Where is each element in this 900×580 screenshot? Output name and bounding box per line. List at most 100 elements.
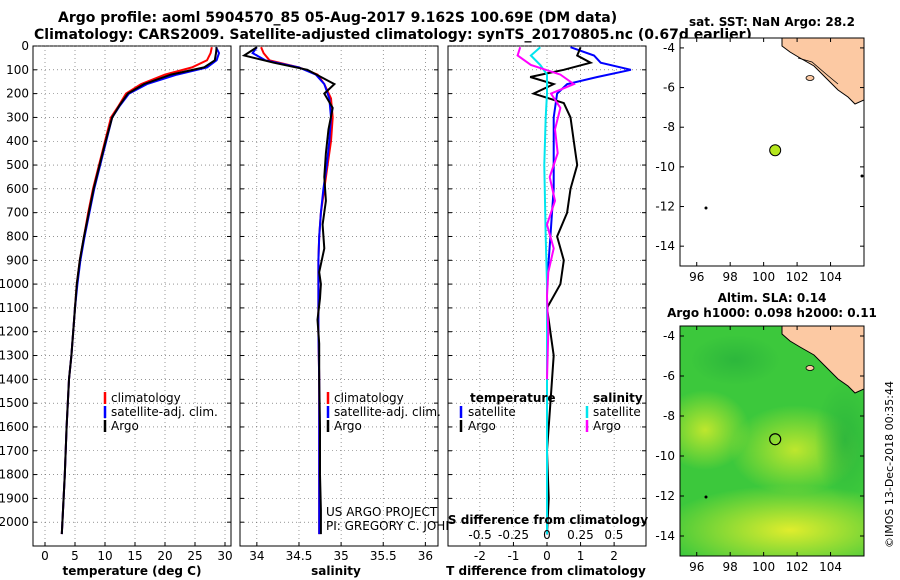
depth-tick-label: 300: [6, 110, 29, 124]
sst-map-lon-ticks: 96 98 100 102 104: [689, 38, 842, 284]
x-tick-label: 10: [97, 549, 112, 563]
sst-map-title: sat. SST: NaN Argo: 28.2: [689, 15, 855, 29]
difference-legend: temperature satellite Argo salinity sate…: [459, 391, 643, 433]
x-tick-label: 35: [333, 549, 348, 563]
legend-s-argo-label: Argo: [593, 419, 621, 433]
figure-title-line2: Climatology: CARS2009. Satellite-adjuste…: [34, 27, 752, 43]
lon-tick-label: 102: [786, 560, 809, 574]
lat-tick-label: -8: [663, 409, 675, 423]
salinity-axis-label: salinity: [311, 564, 361, 578]
legend-climatology-label: climatology: [334, 391, 404, 405]
sla-low-north: [690, 335, 780, 385]
sla-low-east: [815, 380, 864, 500]
depth-tick-label: 200: [6, 87, 29, 101]
t-difference-axis-label: T difference from climatology: [446, 564, 646, 578]
x-tick-label: 20: [157, 549, 172, 563]
x-tick-label: 0: [41, 549, 49, 563]
depth-tick-label: 1100: [0, 301, 29, 315]
x-tick-label: 1: [577, 549, 585, 563]
lat-tick-label: -6: [663, 369, 675, 383]
lon-tick-label: 98: [723, 560, 738, 574]
salinity-series: [241, 46, 337, 535]
x-tick-label: 34.5: [286, 549, 313, 563]
depth-tick-label: 1600: [0, 420, 29, 434]
argo-float-marker: [769, 144, 782, 157]
s-difference-axis-ticks: -0.5 -0.25 0 0.25 0.5: [468, 528, 623, 542]
legend-satellite-label: satellite-adj. clim.: [334, 405, 441, 419]
legend-argo-label: Argo: [111, 419, 139, 433]
lat-tick-label: -8: [663, 120, 675, 134]
s-diff-tick-label: 0.25: [567, 528, 594, 542]
s-diff-tick-label: -0.25: [498, 528, 529, 542]
legend-t-argo-label: Argo: [468, 419, 496, 433]
lon-tick-label: 100: [752, 560, 775, 574]
sst-map: sat. SST: NaN Argo: 28.2 96 98 100 102 104 -…: [655, 15, 865, 284]
x-tick-label: 15: [127, 549, 142, 563]
x-tick-label: -2: [474, 549, 486, 563]
lat-tick-label: -12: [655, 489, 675, 503]
temperature-axis-label: temperature (deg C): [63, 564, 202, 578]
depth-tick-label: 600: [6, 182, 29, 196]
legend-climatology-label: climatology: [111, 391, 181, 405]
sla-map: Altim. SLA: 0.14 Argo h1000: 0.098 h2000…: [655, 291, 877, 574]
legend-argo-label: Argo: [334, 419, 362, 433]
depth-tick-label: 1500: [0, 396, 29, 410]
sst-map-lat-ticks: -4 -6 -8 -10 -12 -14: [655, 41, 864, 253]
depth-tick-label: 100: [6, 63, 29, 77]
salinity-plot-frame: [239, 45, 439, 547]
sla-map-border: [679, 325, 865, 557]
lon-tick-label: 104: [819, 560, 842, 574]
s-difference-axis-label: S difference from climatology: [448, 513, 648, 527]
lon-tick-label: 98: [723, 270, 738, 284]
x-tick-label: 36: [418, 549, 433, 563]
x-tick-label: 34: [249, 549, 264, 563]
lon-tick-label: 96: [689, 270, 704, 284]
depth-tick-label: 1700: [0, 444, 29, 458]
sla-field: [680, 326, 864, 556]
sla-map-title-line1: Altim. SLA: 0.14: [718, 291, 827, 305]
lat-tick-label: -14: [655, 529, 675, 543]
sst-map-land: [704, 38, 864, 210]
temperature-panel: 0100200300400500600700800900100011001200…: [0, 39, 233, 578]
t-difference-axis-ticks: -2 -1 0 1 2: [474, 549, 618, 563]
x-tick-label: 5: [71, 549, 79, 563]
island: [805, 75, 815, 81]
salinity-panel: 34 34.5 35 35.5 36 salinity climatology sate…: [239, 45, 480, 578]
legend-salinity-heading: salinity: [593, 391, 643, 405]
salinity-grid: [240, 45, 438, 546]
depth-tick-label: 1400: [0, 372, 29, 386]
argo-float-marker: [769, 433, 782, 446]
island-dot: [704, 495, 708, 499]
salinity-legend: climatology satellite-adj. clim. Argo: [326, 391, 441, 433]
island: [805, 365, 815, 371]
s-diff-tick-label: 0.5: [604, 528, 623, 542]
legend-temperature-heading: temperature: [470, 391, 555, 405]
lat-tick-label: -4: [663, 329, 675, 343]
legend-s-satellite-label: satellite: [593, 405, 641, 419]
sla-map-lat-ticks: -4 -6 -8 -10 -12 -14: [655, 329, 864, 543]
lat-tick-label: -10: [655, 449, 675, 463]
s-diff-tick-label: 0: [543, 528, 551, 542]
temperature-grid: [33, 45, 231, 546]
temperature-legend: climatology satellite-adj. clim. Argo: [103, 391, 218, 433]
sla-map-title-line2: Argo h1000: 0.098 h2000: 0.11: [667, 306, 877, 320]
coast-contour: [797, 57, 839, 85]
x-tick-label: -1: [507, 549, 519, 563]
series-line-argo: [60, 47, 218, 535]
lat-tick-label: -6: [663, 81, 675, 95]
depth-tick-label: 0: [21, 39, 29, 53]
depth-tick-label: 800: [6, 229, 29, 243]
x-tick-label: 2: [610, 549, 618, 563]
x-tick-label: 0: [543, 549, 551, 563]
legend-satellite-label: satellite-adj. clim.: [111, 405, 218, 419]
x-tick-label: 35.5: [370, 549, 397, 563]
figure-title-line1: Argo profile: aoml 5904570_85 05-Aug-201…: [58, 10, 618, 26]
lat-tick-label: -4: [663, 41, 675, 55]
temperature-axis-ticks: 0 5 10 15 20 25 30: [41, 549, 232, 563]
imos-credit: ©IMOS 13-Dec-2018 00:35:44: [883, 381, 896, 548]
depth-tick-label: 1900: [0, 491, 29, 505]
series-line-salinity-argo: [516, 46, 576, 380]
lon-tick-label: 96: [689, 560, 704, 574]
lon-tick-label: 104: [819, 270, 842, 284]
